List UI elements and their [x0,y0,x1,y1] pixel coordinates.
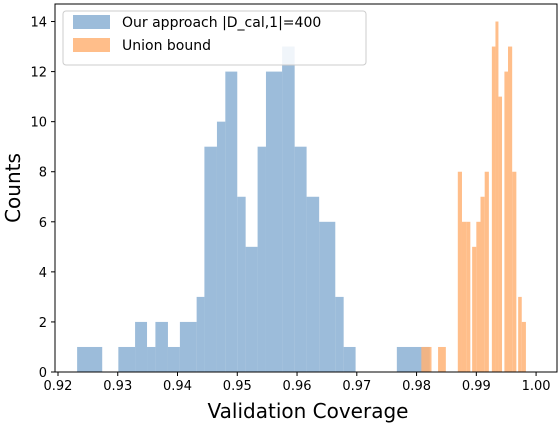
histogram-bar-series-1-bin-10 [495,21,499,373]
histogram-bar-series-1-bin-12 [504,71,508,372]
histogram-bar-series-0-bin-2 [135,321,148,372]
legend: Our approach |D_cal,1|=400 Union bound [62,10,367,66]
histogram-bar-series-0-bin-17 [306,196,320,372]
histogram-bar-series-1-bin-6 [476,221,481,372]
histogram-bar-series-1-bin-1 [438,346,446,372]
histogram-bar-series-0-bin-0 [77,346,103,372]
y-tick-label: 6 [39,216,47,231]
histogram-bar-series-1-bin-9 [491,46,496,373]
histogram-bar-series-1-bin-14 [512,171,517,372]
legend-label-1: Union bound [122,38,211,54]
x-tick-label: 0.92 [44,379,73,394]
bars-layer [77,21,526,373]
legend-label-0: Our approach |D_cal,1|=400 [122,15,321,31]
y-tick-label: 14 [30,16,47,31]
y-tick-label: 10 [30,116,47,131]
x-tick-label: 0.98 [402,379,431,394]
x-tick-label: 1.00 [522,379,551,394]
histogram-bar-series-0-bin-9 [216,121,226,372]
histogram-bar-series-1-bin-0 [421,346,432,372]
axes-layer: 0.92 0.93 0.94 0.95 0.96 0.97 0.98 0.99 1.00 0 2 4 6… [30,3,558,394]
x-tick-label: 0.95 [223,379,252,394]
histogram-bar-series-0-bin-18 [319,221,336,372]
x-tick-label: 0.97 [342,379,371,394]
legend-swatch-0 [73,15,110,29]
histogram-bar-series-0-bin-15 [282,46,295,373]
legend-box [62,10,367,66]
y-tick-label: 12 [30,66,47,81]
histogram-bar-series-0-bin-16 [294,146,307,372]
histogram-bar-series-0-bin-3 [147,346,156,372]
y-axis-label: Counts [1,153,25,223]
histogram-bar-series-0-bin-19 [335,296,344,372]
x-axis-label: Validation Coverage [208,399,409,423]
histogram-bar-series-1-bin-2 [457,171,462,372]
histogram-bar-series-0-bin-20 [343,346,356,372]
x-tick-label: 0.96 [283,379,312,394]
y-tick-label: 0 [39,366,47,381]
histogram-bar-series-1-bin-5 [472,246,477,372]
histogram-bar-series-0-bin-10 [225,71,238,372]
histogram-bar-series-0-bin-7 [196,296,205,372]
histogram-bar-series-1-bin-3 [461,221,467,372]
histogram-bar-series-0-bin-13 [257,146,266,372]
legend-swatch-1 [73,38,110,52]
histogram-bar-series-0-bin-8 [204,146,217,372]
histogram-bar-series-0-bin-12 [245,246,258,372]
histogram-bar-series-0-bin-14 [265,71,283,372]
histogram-bar-series-0-bin-4 [155,321,168,372]
y-tick-label: 4 [39,266,47,281]
histogram-bar-series-1-bin-16 [521,321,526,372]
y-tick-label: 2 [39,316,47,331]
histogram-bar-series-0-bin-1 [118,346,136,372]
histogram-bar-series-1-bin-13 [508,46,513,373]
x-tick-label: 0.93 [103,379,132,394]
histogram-bar-series-1-bin-8 [484,171,489,372]
x-tick-label: 0.94 [163,379,192,394]
histogram-bar-series-1-bin-15 [518,296,522,372]
histogram-bar-series-1-bin-11 [498,96,503,372]
x-tick-label: 0.99 [462,379,491,394]
histogram-bar-series-0-bin-6 [179,321,197,372]
histogram-bar-series-1-bin-4 [466,221,471,372]
histogram-bar-series-0-bin-5 [167,346,180,372]
plot-frame [54,3,558,373]
y-tick-label: 8 [39,166,47,181]
histogram-bar-series-1-bin-7 [480,196,485,372]
histogram-bar-series-0-bin-11 [237,196,246,372]
